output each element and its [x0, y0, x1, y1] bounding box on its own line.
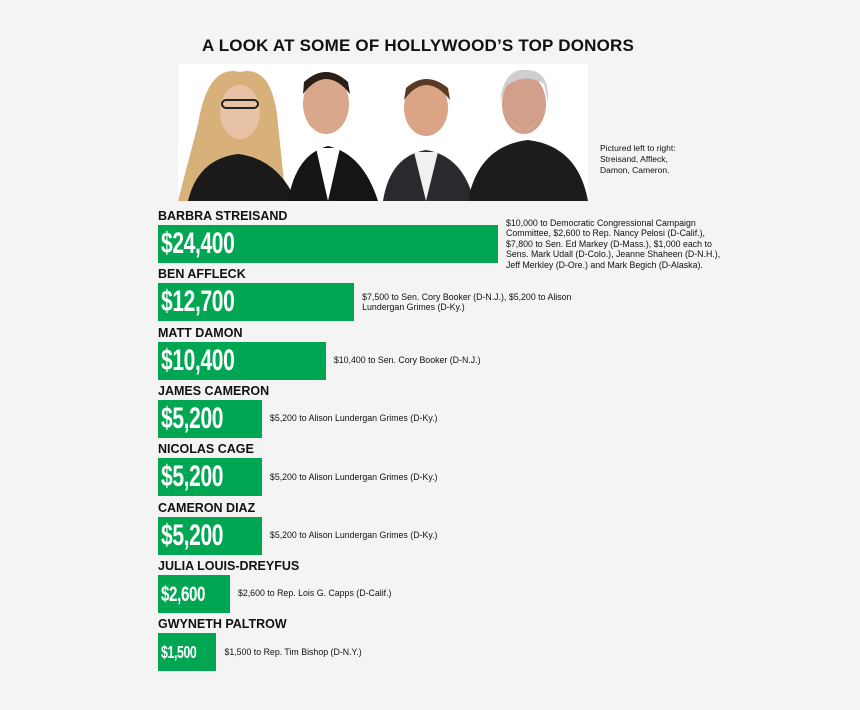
bar [158, 574, 230, 613]
bar [158, 633, 217, 672]
bar [158, 458, 262, 497]
category-label: JAMES CAMERON [158, 383, 270, 398]
category-label: NICOLAS CAGE [158, 442, 254, 457]
category-label: GWYNETH PALTROW [158, 617, 287, 632]
bar [158, 225, 498, 263]
category-label: BEN AFFLECK [158, 267, 246, 282]
donation-note: $5,200 to Alison Lundergan Grimes (D-Ky.… [269, 530, 438, 540]
category-label: JULIA LOUIS-DREYFUS [158, 558, 300, 573]
value-label: $5,200 [161, 460, 224, 494]
category-label: MATT DAMON [158, 325, 243, 340]
donation-note: $10,400 to Sen. Cory Booker (D-N.J.) [333, 355, 481, 366]
value-label: $1,500 [161, 642, 197, 663]
value-label: $24,400 [161, 227, 235, 260]
donation-note: $2,600 to Rep. Lois G. Capps (D-Calif.) [237, 588, 392, 599]
value-label: $5,200 [161, 401, 224, 435]
donation-note: $5,200 to Alison Lundergan Grimes (D-Ky.… [269, 471, 438, 482]
value-label: $12,700 [161, 285, 235, 319]
category-label: CAMERON DIAZ [158, 500, 256, 515]
donation-note: $7,500 to Sen. Cory Booker (D-N.J.), $5,… [362, 291, 572, 313]
bar [158, 399, 262, 438]
donation-note: $1,500 to Rep. Tim Bishop (D-N.Y.) [224, 646, 362, 657]
chart-title: A LOOK AT SOME OF HOLLYWOOD’S TOP DONORS [201, 36, 635, 55]
donation-note: $5,200 to Alison Lundergan Grimes (D-Ky.… [269, 413, 438, 424]
bar [158, 516, 262, 555]
bar [158, 341, 326, 380]
value-label: $5,200 [161, 518, 224, 552]
value-label: $2,600 [161, 580, 206, 606]
bar [158, 283, 355, 322]
category-label: BARBRA STREISAND [158, 209, 288, 223]
photo-strip [178, 64, 588, 201]
photo-caption: Pictured left to right: Streisand, Affle… [600, 143, 676, 175]
value-label: $10,400 [161, 343, 235, 377]
donation-note: $10,000 to Democratic Congressional Camp… [506, 217, 721, 270]
